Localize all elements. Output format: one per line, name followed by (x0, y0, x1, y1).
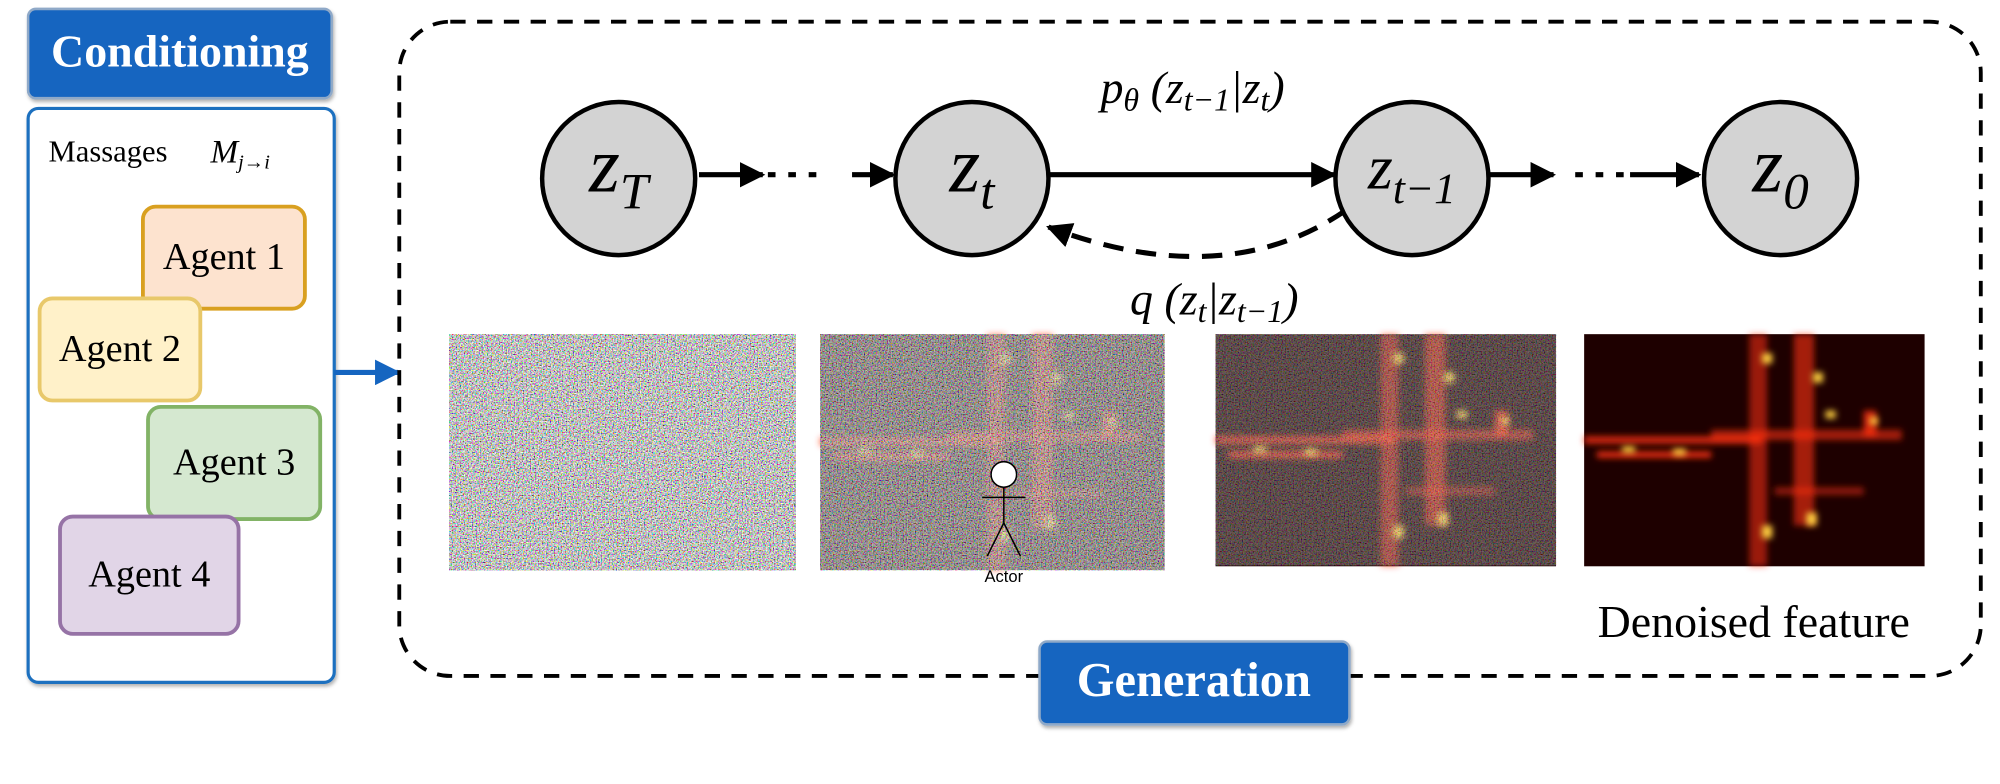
agent-label: Agent 1 (163, 236, 285, 278)
node (539, 99, 698, 258)
node (893, 99, 1051, 258)
label-text: |z (1206, 273, 1237, 324)
node (1701, 99, 1860, 258)
chain-arrows (699, 161, 1702, 260)
noisy-image-1 (820, 334, 1165, 571)
symbol-base: z (948, 123, 980, 210)
node (1333, 99, 1491, 258)
symbol-subscript: t (980, 164, 996, 220)
symbol-subscript: j→i (235, 151, 270, 173)
label-text: ) (1280, 273, 1298, 324)
messages-symbol: Mj→i (210, 133, 271, 173)
actor-icon (982, 460, 1026, 557)
label-text: ) (1266, 61, 1284, 112)
label-subscript: t−1 (1237, 294, 1283, 329)
symbol-subscript: t−1 (1393, 165, 1456, 213)
nodes: zT zt zt−1 z0 (539, 99, 1860, 258)
symbol-base: M (210, 133, 241, 170)
symbol-base: z (588, 123, 620, 210)
agent-label: Agent 2 (59, 328, 181, 370)
noisy-image-2 (1215, 334, 1557, 566)
label-text: (z (1139, 61, 1184, 112)
agent-label: Agent 4 (88, 554, 210, 596)
symbol-base: z (1367, 131, 1393, 202)
label-text: q (z (1130, 273, 1198, 324)
conditioning-header (26, 7, 333, 100)
symbol-subscript: 0 (1783, 164, 1809, 220)
reverse-label: q (zt|zt−1) (1130, 273, 1299, 329)
label-subscript: θ (1123, 83, 1139, 118)
forward-label: pθ (zt−1|zt) (1097, 61, 1284, 117)
agents: Agent 1 Agent 2 Agent 3 Agent 4 (37, 204, 323, 636)
agent-box (37, 296, 203, 403)
agent-label: Agent 3 (173, 441, 295, 483)
denoised-image (1584, 334, 1924, 566)
generation-title: Generation (1077, 654, 1311, 707)
symbol-subscript: T (620, 164, 652, 220)
agent-box (141, 204, 307, 311)
noise-image (449, 334, 796, 571)
node-label: z0 (1751, 123, 1808, 221)
label-text: p (1097, 61, 1123, 112)
node-label: zt−1 (1367, 131, 1456, 213)
node-label: zt (948, 123, 996, 221)
messages-label: Massages (49, 134, 168, 168)
actor-label: Actor (984, 567, 1023, 586)
symbol-base: z (1751, 123, 1783, 210)
label-subscript: t−1 (1184, 83, 1230, 118)
label-subscript: t (1261, 83, 1271, 118)
conditioning-title: Conditioning (51, 26, 309, 77)
output-label: Denoised feature (1598, 596, 1910, 647)
agent-box (58, 514, 241, 636)
label-text: |z (1230, 61, 1261, 112)
node-label: zT (588, 123, 652, 221)
label-subscript: t (1198, 294, 1208, 329)
generation-header (1038, 640, 1351, 726)
